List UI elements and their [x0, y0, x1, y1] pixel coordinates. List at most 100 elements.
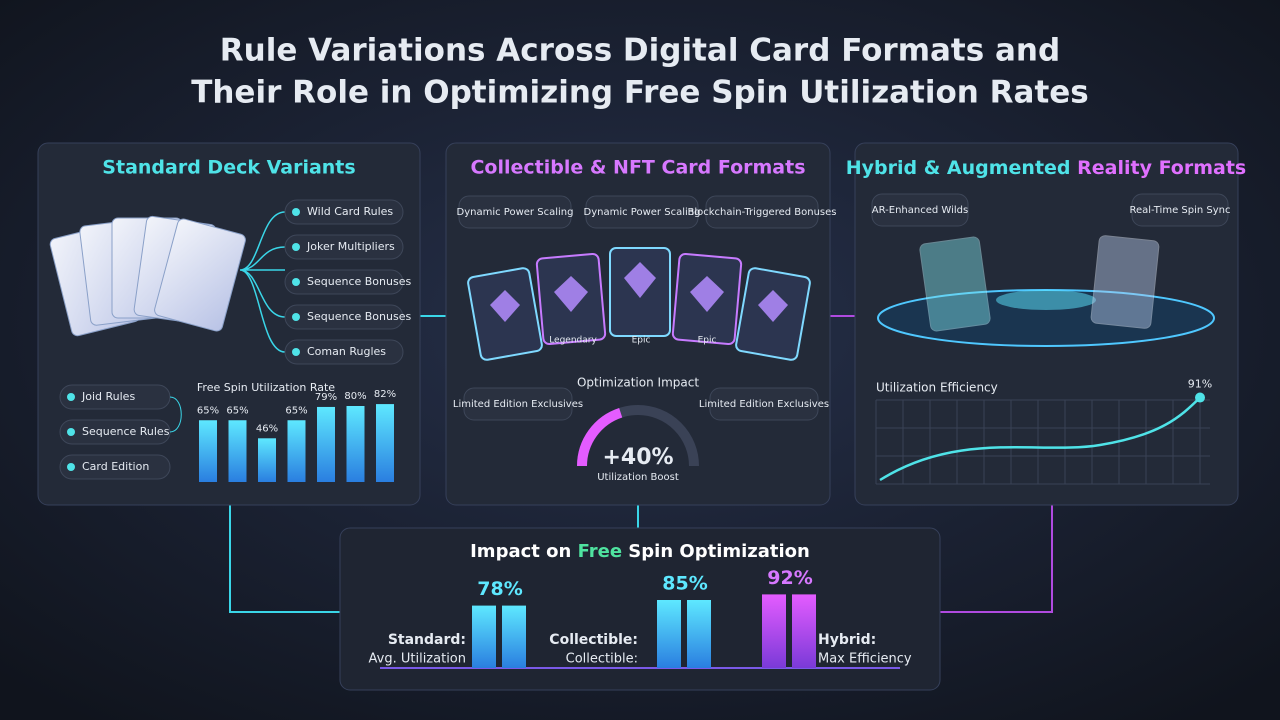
- card-label: Legendary: [549, 336, 597, 346]
- pill-label: Sequence Rules: [82, 425, 170, 438]
- bar: [762, 594, 786, 668]
- callout: Blockchain-Triggered Bonuses: [688, 207, 837, 218]
- bar-label: 46%: [256, 423, 278, 434]
- rule-links: [239, 211, 286, 353]
- bar: [287, 420, 306, 482]
- pill-label: Card Edition: [82, 460, 149, 473]
- bar: [502, 605, 526, 668]
- bar: [258, 438, 276, 482]
- group-caption: Max Efficiency: [818, 652, 912, 667]
- pill-label: Joid Rules: [81, 390, 135, 403]
- bar: [317, 406, 335, 482]
- callout-box: [1131, 193, 1229, 227]
- group-caption: Avg. Utilization: [369, 652, 466, 667]
- callout-box: [871, 193, 969, 227]
- rule-pill: Joid Rules: [59, 384, 171, 410]
- callout-box: [709, 387, 819, 421]
- rule-pill: Sequence Bonuses: [284, 304, 411, 330]
- rule-pill: Coman Rugles: [284, 339, 404, 365]
- gauge-title: Optimization Impact: [577, 376, 699, 390]
- pill-box: [284, 199, 404, 225]
- pill-dot: [67, 393, 75, 401]
- pill-dot: [292, 348, 300, 356]
- bar-label: 80%: [344, 391, 366, 402]
- rule-pill: Joker Multipliers: [284, 234, 404, 260]
- title-part: Hybrid & Augmented: [846, 157, 1077, 179]
- bar-label: 92%: [767, 567, 812, 589]
- pill-label: Wild Card Rules: [307, 205, 393, 218]
- impact-title: Impact on Free Spin Optimization: [470, 541, 810, 562]
- bar-label: 65%: [285, 405, 307, 416]
- panel-title: Standard Deck Variants: [102, 157, 355, 179]
- rule-pill: Card Edition: [59, 454, 171, 480]
- title-line: Their Role in Optimizing Free Spin Utili…: [191, 75, 1089, 111]
- bar: [687, 600, 711, 668]
- callout-box: [458, 195, 572, 229]
- title-part: Reality Formats: [1077, 157, 1246, 179]
- group-name: Collectible:: [549, 632, 638, 648]
- pill-box: [59, 454, 171, 480]
- title-part: Free: [578, 541, 622, 562]
- title-line: Rule Variations Across Digital Card Form…: [220, 33, 1060, 69]
- bar-label: 65%: [197, 405, 219, 416]
- pill-label: Sequence Bonuses: [307, 275, 411, 288]
- title-part: Impact on: [470, 541, 577, 562]
- bar: [472, 605, 496, 668]
- gems: [490, 262, 788, 322]
- bar-label: 78%: [477, 578, 522, 600]
- callout: Dynamic Power Scaling: [457, 207, 574, 218]
- callout: Dynamic Power Scaling: [584, 207, 701, 218]
- callout-box: [705, 195, 819, 229]
- bar: [199, 420, 217, 482]
- efficiency-curve: [879, 396, 1201, 482]
- bar-label: 82%: [374, 389, 396, 400]
- bar: [792, 594, 816, 668]
- callout: Limited Edition Exclusives: [453, 399, 583, 410]
- callout: Limited Edition Exclusives: [699, 399, 829, 410]
- pill-dot: [67, 428, 75, 436]
- line-title: Utilization Efficiency: [876, 381, 998, 395]
- rule-links: [169, 396, 182, 433]
- pill-box: [284, 339, 404, 365]
- pill-box: [284, 234, 404, 260]
- bar: [346, 406, 365, 482]
- title-part: Spin Optimization: [622, 541, 810, 562]
- pill-box: [284, 269, 404, 295]
- gauge-caption: Utilization Boost: [597, 472, 679, 483]
- pill-label: Joker Multipliers: [306, 240, 395, 253]
- group-name: Hybrid:: [818, 632, 876, 648]
- end-point: [1195, 392, 1205, 403]
- pill-dot: [292, 278, 300, 286]
- chart-title: Free Spin Utilization Rate: [197, 381, 335, 394]
- pill-dot: [67, 463, 75, 471]
- bar: [228, 420, 247, 482]
- gauge-value: [577, 407, 623, 467]
- card-label: Epic: [632, 336, 651, 346]
- pill-label: Sequence Bonuses: [307, 310, 411, 323]
- end-label: 91%: [1188, 378, 1212, 391]
- pill-dot: [292, 243, 300, 251]
- callout: Real-Time Spin Sync: [1130, 205, 1231, 216]
- callout-box: [585, 195, 699, 229]
- bar-label: 65%: [226, 405, 248, 416]
- panel-title: Hybrid & Augmented Reality Formats: [846, 157, 1247, 179]
- pill-dot: [292, 313, 300, 321]
- rule-pill: Sequence Bonuses: [284, 269, 411, 295]
- connectors: [229, 315, 1053, 613]
- gauge-label: +40%: [602, 445, 673, 470]
- callout-box: [463, 387, 573, 421]
- panel-title: Collectible & NFT Card Formats: [470, 157, 805, 179]
- callout: AR-Enhanced Wilds: [872, 205, 968, 216]
- rule-pill: Wild Card Rules: [284, 199, 404, 225]
- card-label: Epic: [698, 336, 717, 346]
- pill-label: Coman Rugles: [307, 345, 386, 358]
- pill-box: [284, 304, 404, 330]
- group-name: Standard:: [388, 632, 466, 648]
- group-caption: Collectible:: [566, 652, 638, 667]
- ar-table: [877, 235, 1215, 347]
- bar-label: 79%: [315, 392, 337, 403]
- bar: [657, 600, 681, 668]
- bar-label: 85%: [662, 573, 707, 595]
- bar: [376, 404, 394, 482]
